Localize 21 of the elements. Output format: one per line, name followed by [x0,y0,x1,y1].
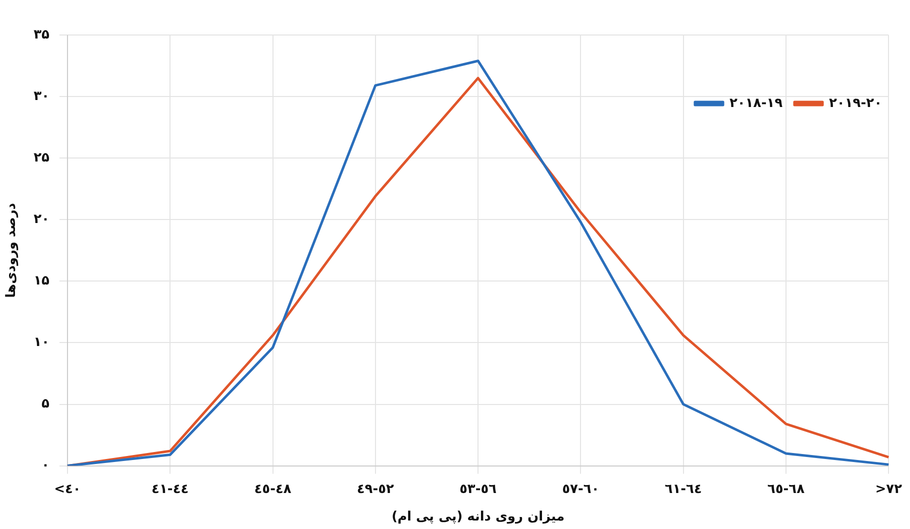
legend-label: ۲۰۱۹-۲۰ [828,96,882,111]
x-tick-label: ٤١-٤٤ [152,482,189,497]
y-tick-label: ۱۰ [34,335,50,350]
y-tick-label: ۳۰ [34,88,50,104]
x-axis-title: میزان روی دانه (پی پی ام) [392,510,565,525]
y-tick-label: ۱۵ [34,274,50,289]
y-tick-label: ۳۵ [34,27,50,42]
x-tick-label: ٥٣-٥٦ [459,482,497,497]
x-tick-label: ٦١-٦٤ [664,482,702,497]
x-tick-label: ٥٧-٦٠ [562,482,600,497]
x-tick-label: >٧٢ [875,482,902,497]
x-tick-label: ٤٥-٤٨ [254,482,292,497]
y-tick-label: ۲۵ [34,150,50,166]
y-tick-label: ۲۰ [34,212,50,228]
x-tick-label: ٤٩-٥٢ [356,482,394,497]
legend-label: ۲۰۱۸-۱۹ [729,96,783,111]
x-tick-label: ٦٥-٦٨ [767,482,805,497]
y-axis-title: درصد ورودی‌ها [4,202,20,298]
x-tick-label: <٤٠ [54,482,81,497]
y-tick-label: ۵ [42,396,50,412]
y-tick-label: ۰ [42,458,50,474]
